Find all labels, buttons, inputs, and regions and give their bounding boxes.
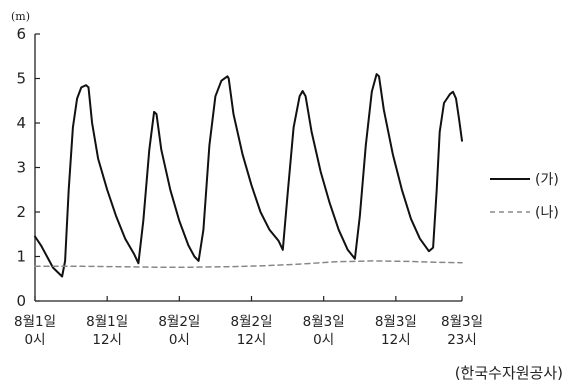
y-tick-label: 4 xyxy=(16,114,26,132)
y-tick-label: 5 xyxy=(16,70,26,88)
x-tick-label-hour: 0시 xyxy=(169,332,190,348)
x-tick-label-date: 8월2일 xyxy=(230,314,272,330)
x-tick-label-date: 8월1일 xyxy=(86,314,128,330)
y-tick-label: 2 xyxy=(16,203,26,221)
legend-label-2: (나) xyxy=(535,205,559,221)
x-tick-label-date: 8월3일 xyxy=(303,314,345,330)
y-tick-label: 0 xyxy=(16,292,26,310)
x-tick-label-date: 8월3일 xyxy=(375,314,417,330)
x-tick-label-hour: 12시 xyxy=(381,332,411,348)
legend: (가) (나) xyxy=(490,172,559,221)
x-tick-label-hour: 0시 xyxy=(24,332,45,348)
series-layer xyxy=(34,73,463,278)
y-tick-label: 3 xyxy=(16,159,26,177)
x-tick-label-hour: 12시 xyxy=(237,332,267,348)
x-tick-label-hour: 12시 xyxy=(92,332,122,348)
x-tick-label-date: 8월3일 xyxy=(441,314,483,330)
legend-label-1: (가) xyxy=(535,172,559,188)
series-line-2 xyxy=(34,260,463,268)
y-axis-unit-label: (m) xyxy=(11,10,30,23)
x-tick-label-hour: 23시 xyxy=(447,332,477,348)
series-line-1 xyxy=(34,73,463,278)
y-tick-label: 6 xyxy=(16,25,26,43)
y-axis: (m) 0 1 2 3 4 5 6 xyxy=(11,10,40,310)
x-tick-label-date: 8월1일 xyxy=(14,314,56,330)
x-tick-label-hour: 0시 xyxy=(313,332,334,348)
x-tick-label-date: 8월2일 xyxy=(158,314,200,330)
y-tick-label: 1 xyxy=(16,248,26,266)
x-axis: 8월1일 0시 8월1일 12시 8월2일 0시 8월2일 12시 8월3일 0시 8월3일 12시 8… xyxy=(14,296,483,348)
source-note: (한국수자원공사) xyxy=(454,364,563,382)
